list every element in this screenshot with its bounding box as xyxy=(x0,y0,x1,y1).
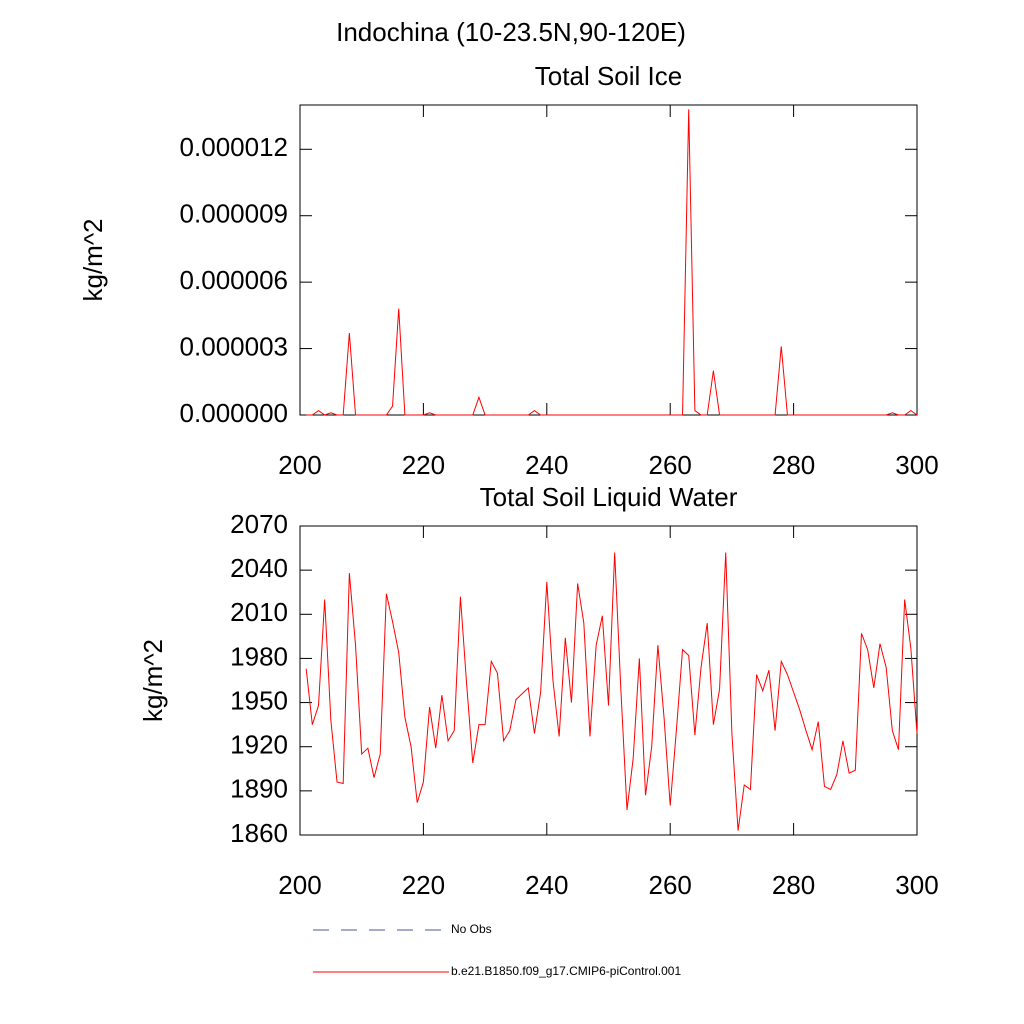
x-tick-label: 200 xyxy=(278,870,321,900)
x-tick-label: 220 xyxy=(402,870,445,900)
legend-label: No Obs xyxy=(451,922,492,936)
chart-title: Total Soil Liquid Water xyxy=(480,482,738,512)
x-tick-label: 240 xyxy=(525,870,568,900)
y-axis-label: kg/m^2 xyxy=(138,639,168,722)
y-tick-label: 1950 xyxy=(230,685,288,715)
y-tick-label: 1980 xyxy=(230,641,288,671)
x-tick-label: 300 xyxy=(895,450,938,480)
data-line xyxy=(306,109,918,416)
y-tick-label: 0.000009 xyxy=(180,199,288,229)
y-tick-label: 1860 xyxy=(230,818,288,848)
plot-frame xyxy=(299,104,918,416)
legend-label: b.e21.B1850.f09_g17.CMIP6-piControl.001 xyxy=(451,964,681,978)
y-tick-label: 2010 xyxy=(230,597,288,627)
figure-title: Indochina (10-23.5N,90-120E) xyxy=(336,17,686,47)
chart-title: Total Soil Ice xyxy=(535,61,682,91)
y-tick-label: 0.000012 xyxy=(180,132,288,162)
y-tick-label: 0.000000 xyxy=(180,398,288,428)
x-tick-label: 220 xyxy=(402,450,445,480)
x-tick-label: 300 xyxy=(895,870,938,900)
y-tick-label: 1920 xyxy=(230,730,288,760)
x-tick-label: 260 xyxy=(649,870,692,900)
x-tick-label: 200 xyxy=(278,450,321,480)
y-tick-label: 0.000006 xyxy=(180,265,288,295)
y-tick-label: 2070 xyxy=(230,509,288,539)
x-tick-label: 260 xyxy=(649,450,692,480)
x-tick-label: 280 xyxy=(772,450,815,480)
y-tick-label: 0.000003 xyxy=(180,331,288,361)
data-line xyxy=(305,552,918,831)
x-tick-label: 240 xyxy=(525,450,568,480)
y-tick-label: 2040 xyxy=(230,553,288,583)
y-tick-label: 1890 xyxy=(230,774,288,804)
y-axis-label: kg/m^2 xyxy=(78,218,108,301)
plot-frame xyxy=(299,525,918,836)
x-tick-label: 280 xyxy=(772,870,815,900)
